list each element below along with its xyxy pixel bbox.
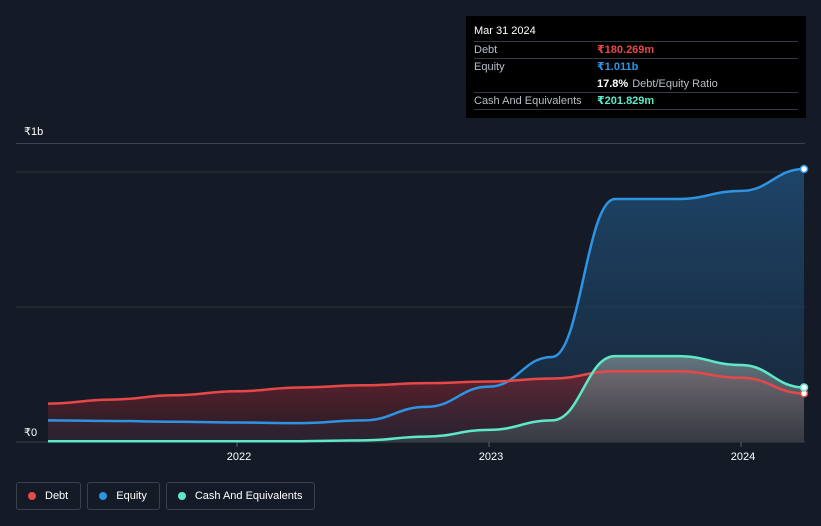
equity-line [47, 167, 805, 425]
tooltip-row-equity: Equity ₹1.011b [474, 58, 798, 75]
tooltip-row-ratio: 17.8% Debt/Equity Ratio [474, 75, 798, 92]
series-lines [47, 167, 805, 443]
tooltip-date: Mar 31 2024 [474, 25, 536, 37]
tooltip-debt-label: Debt [474, 44, 498, 56]
legend-item-debt[interactable]: Debt [16, 482, 82, 510]
legend-dot-debt [28, 492, 36, 500]
legend-item-equity[interactable]: Equity [87, 482, 160, 510]
x-tick-label-2023: 2023 [478, 451, 504, 463]
tooltip-equity-label: Equity [474, 61, 505, 73]
tooltip-ratio-label: Debt/Equity Ratio [632, 78, 718, 90]
tooltip-row-cash: Cash And Equivalents ₹201.829m [474, 92, 798, 110]
x-tick-label-2024: 2024 [730, 451, 756, 463]
legend-label-debt: Debt [45, 490, 69, 502]
series-end-markers [799, 164, 809, 398]
debt-line [47, 370, 805, 405]
y-tick-label-zero: ₹0 [24, 427, 38, 439]
cash-area [48, 356, 804, 442]
legend-label-equity: Equity [116, 490, 147, 502]
series-areas [48, 169, 804, 442]
tooltip-row-debt: Debt ₹180.269m [474, 41, 798, 58]
equity-end-marker [799, 164, 809, 174]
legend-label-cash: Cash And Equivalents [194, 490, 303, 502]
tooltip-ratio-value: 17.8% [597, 78, 629, 90]
legend-item-cash[interactable]: Cash And Equivalents [165, 482, 316, 510]
tooltip-debt-value: ₹180.269m [597, 44, 655, 56]
tooltip-equity-value: ₹1.011b [597, 61, 639, 73]
data-tooltip: Mar 31 2024 Debt ₹180.269m Equity ₹1.011… [466, 16, 806, 118]
tooltip-cash-label: Cash And Equivalents [474, 95, 582, 107]
tooltip-cash-value: ₹201.829m [597, 95, 655, 107]
x-tick-label-2022: 2022 [226, 451, 252, 463]
cash-line [47, 354, 805, 443]
top-rule [16, 143, 805, 144]
legend-dot-equity [99, 492, 108, 500]
y-tick-label-max: ₹1b [24, 126, 44, 138]
cash-end-marker [799, 383, 809, 392]
chart-legend: Debt Equity Cash And Equivalents [16, 482, 316, 510]
legend-dot-cash [177, 492, 186, 500]
